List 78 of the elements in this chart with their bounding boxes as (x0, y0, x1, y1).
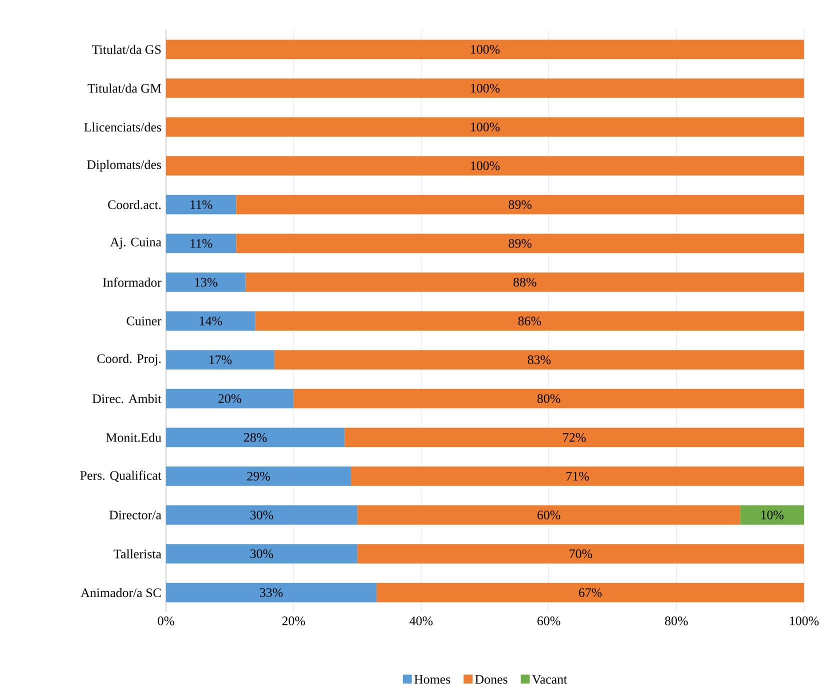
bar (274, 350, 804, 370)
bar (166, 466, 352, 486)
data-label: 60% (537, 510, 560, 520)
legend-label: Vacant (532, 675, 568, 684)
data-label: 30% (250, 510, 274, 520)
y-tick-label: Titulat/da GM (88, 84, 162, 93)
x-tick-label: 60% (537, 616, 560, 626)
y-tick-label: Tallerista (114, 549, 162, 558)
data-label: 33% (260, 588, 283, 597)
data-label: 10% (761, 510, 784, 520)
data-label: 88% (514, 278, 536, 287)
bar (166, 544, 358, 564)
data-label: 83% (528, 355, 551, 364)
legend-label: Dones (475, 675, 508, 684)
data-label: 17% (210, 355, 232, 364)
bar (376, 582, 804, 602)
y-tick-label: Direc. Ambit (92, 394, 162, 404)
data-label: 100% (471, 84, 500, 93)
y-tick-label: Monit.Edu (106, 432, 162, 442)
data-label: 11% (190, 239, 212, 248)
bar (166, 428, 345, 448)
bar (740, 505, 804, 525)
bar (166, 582, 377, 602)
y-tick-label: Aj. Cuina (110, 238, 162, 250)
data-label: 86% (518, 316, 542, 326)
bar (166, 311, 256, 331)
y-tick-label: Diplomats/des (87, 160, 162, 172)
data-label: 30% (250, 549, 274, 558)
bar (166, 194, 236, 214)
bar (166, 117, 804, 137)
data-label: 29% (247, 472, 270, 481)
x-tick-label: 20% (282, 616, 306, 626)
y-tick-label: Cuiner (126, 316, 162, 326)
bar (357, 505, 740, 525)
data-label: 89% (508, 200, 532, 209)
legend-label: Homes (414, 675, 450, 684)
bar (166, 350, 274, 370)
y-tick-label: Llicenciats/des (84, 122, 162, 132)
data-label: 71% (566, 472, 589, 481)
data-label: 14% (200, 316, 222, 326)
data-label: 20% (218, 394, 242, 403)
bar (357, 544, 804, 564)
data-label: 67% (578, 588, 602, 597)
bar (236, 234, 804, 254)
bar (166, 234, 236, 254)
data-label: 100% (471, 161, 500, 170)
bar (166, 40, 804, 60)
y-tick-label: Pers. Qualificat (80, 470, 162, 482)
bar (166, 272, 246, 292)
y-tick-label: Animador/a SC (80, 588, 161, 598)
y-tick-label: Coord.act. (108, 200, 161, 210)
bar (255, 311, 804, 331)
data-label: 28% (244, 433, 267, 442)
bar (344, 428, 804, 448)
data-label: 72% (563, 433, 586, 442)
data-label: 80% (537, 394, 560, 403)
x-tick-label: 100% (790, 616, 819, 626)
bar (351, 466, 804, 486)
data-label: 70% (570, 549, 592, 558)
data-label: 11% (190, 200, 212, 209)
x-tick-label: 0% (158, 616, 174, 626)
y-tick-label: Titulat/da GS (92, 44, 161, 54)
bar (236, 194, 804, 214)
bar (166, 78, 804, 98)
data-label: 100% (471, 122, 500, 132)
y-tick-label: Coord. Proj. (97, 354, 161, 366)
x-tick-label: 80% (665, 616, 688, 626)
data-label: 13% (195, 278, 218, 287)
y-tick-label: Informador (102, 278, 162, 287)
data-label: 100% (471, 45, 500, 54)
x-tick-label: 40% (410, 616, 433, 626)
bar (166, 388, 294, 408)
y-tick-label: Director/a (109, 510, 162, 520)
bar (294, 388, 804, 408)
bar (166, 156, 804, 176)
data-label: 89% (508, 239, 532, 248)
bar (166, 505, 358, 525)
bar (246, 272, 804, 292)
